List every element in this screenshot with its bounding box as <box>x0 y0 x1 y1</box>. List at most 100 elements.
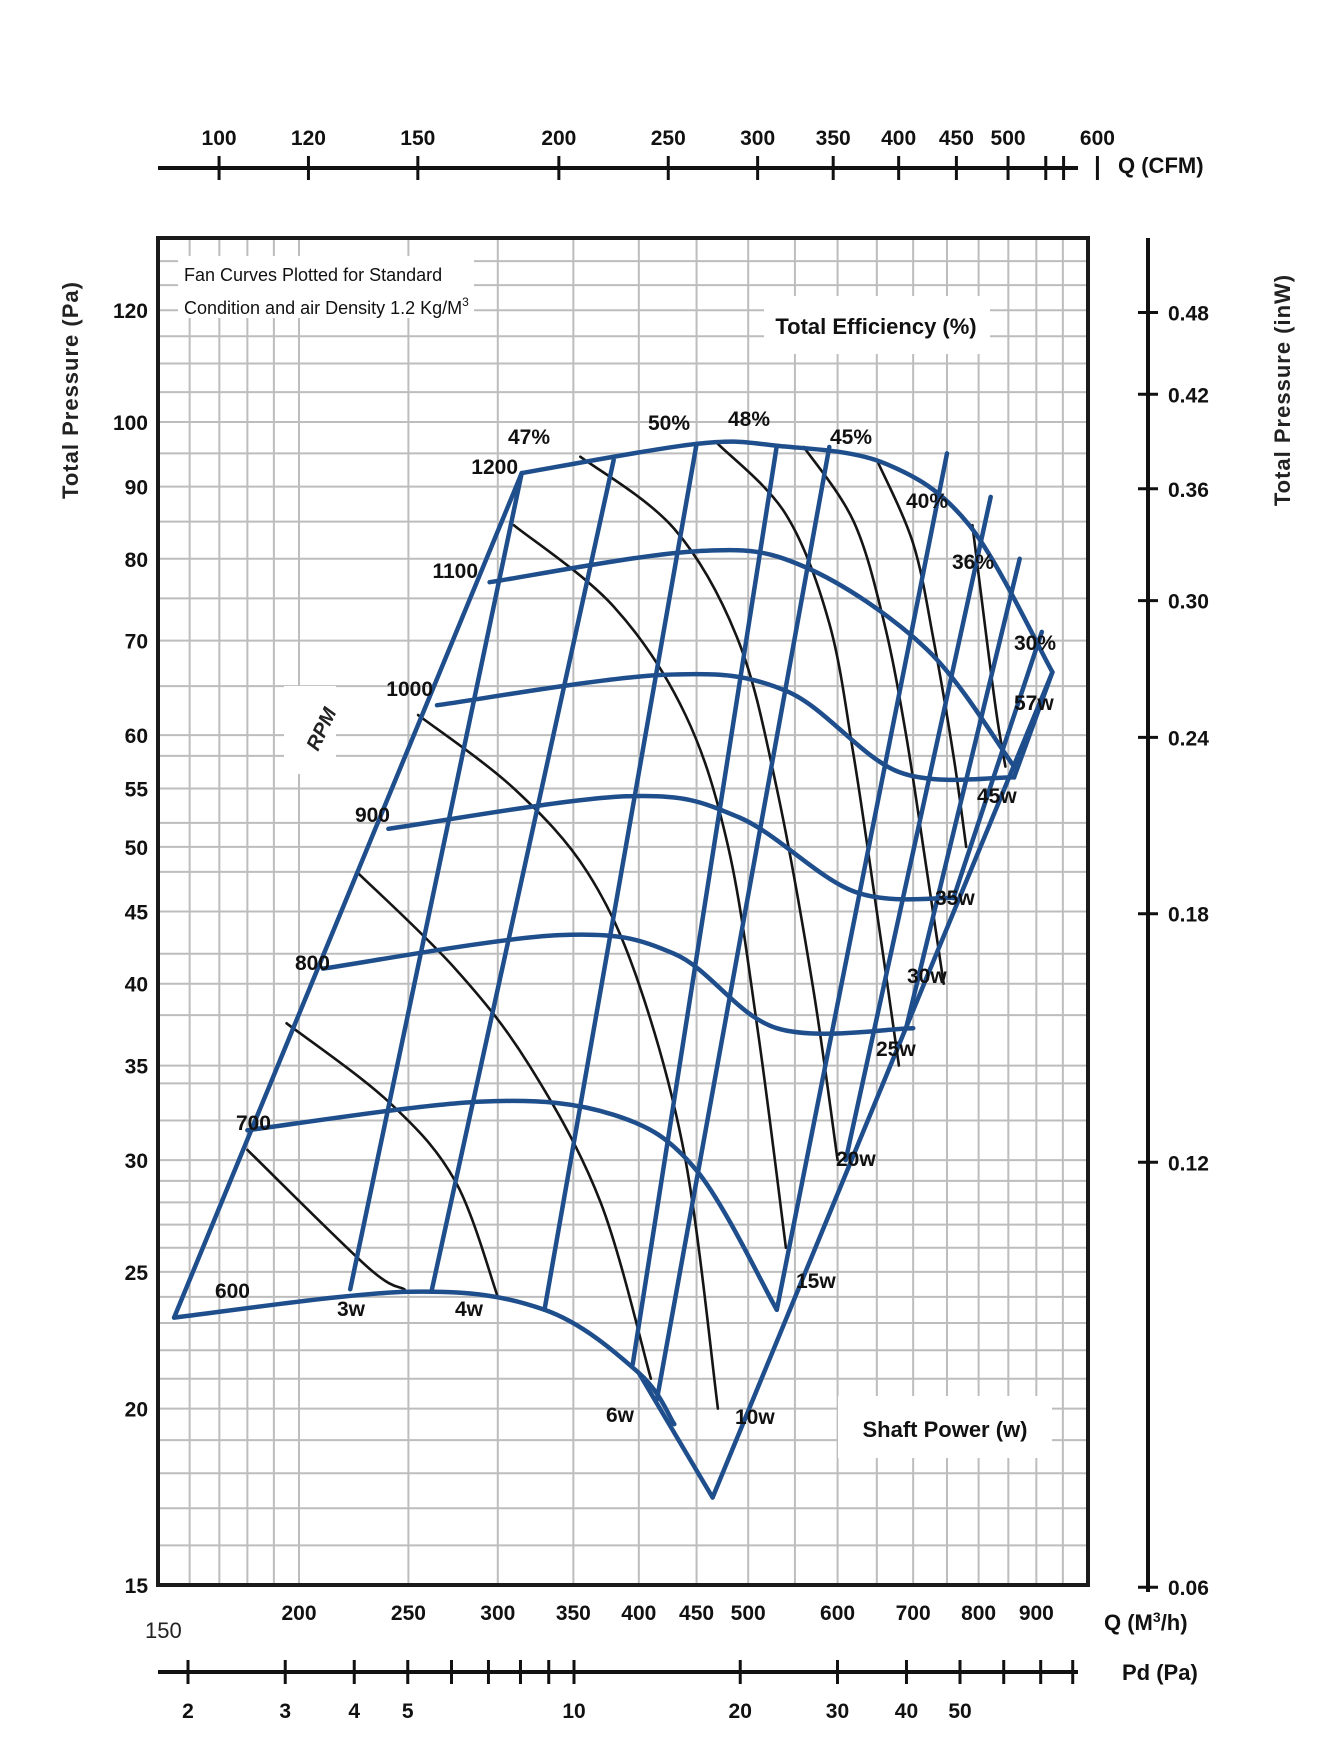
y-left-tick-label: 50 <box>125 837 148 860</box>
y-right-tick-label: 0.42 <box>1168 384 1209 407</box>
x-primary-tick-label: 600 <box>820 1602 855 1625</box>
note-box <box>178 256 474 318</box>
x-primary-tick-label: 350 <box>556 1602 591 1625</box>
power-label: 25w <box>876 1038 916 1061</box>
y-right-tick-label: 0.12 <box>1168 1152 1209 1175</box>
efficiency-label: 45% <box>830 426 872 449</box>
x-primary-unit-label: Q (M3/h) <box>1104 1609 1188 1635</box>
power-line-10w <box>654 444 832 1402</box>
rpm-label-900: 900 <box>355 804 390 827</box>
x-primary-tick-label: 200 <box>282 1602 317 1625</box>
y-left-tick-label: 70 <box>125 631 148 654</box>
power-label: 30w <box>907 965 947 988</box>
plot-frame <box>156 236 1090 1587</box>
efficiency-label: 47% <box>508 426 550 449</box>
y-left-tick-label: 100 <box>113 412 148 435</box>
x-top-tick-label: 450 <box>939 127 974 150</box>
power-label: 4w <box>455 1298 484 1321</box>
x-top-tick-label: 120 <box>291 127 326 150</box>
x-top-tick-label: 150 <box>400 127 435 150</box>
rpm-curve-1200 <box>519 439 1055 675</box>
x-primary-tick-label: 800 <box>961 1602 996 1625</box>
efficiency-curve <box>875 458 968 849</box>
x-top-tick-label: 300 <box>740 127 775 150</box>
y-left-tick-label: 45 <box>125 902 149 925</box>
rpm-curve-800 <box>320 932 916 1036</box>
x-bottom-tick-label: 4 <box>348 1700 360 1723</box>
x-bottom-unit-label: Pd (Pa) <box>1122 1660 1198 1685</box>
y-right-tick-label: 0.48 <box>1168 302 1209 325</box>
x-top-tick-label: 250 <box>651 127 686 150</box>
y-left-tick-label: 40 <box>125 974 148 997</box>
efficiency-label: 50% <box>648 412 690 435</box>
efficiency-curve <box>579 455 839 1162</box>
x-bottom-tick-label: 40 <box>895 1700 918 1723</box>
rpm-curve-900 <box>386 793 956 902</box>
rpm-label-1000: 1000 <box>386 678 433 701</box>
rpm-label-800: 800 <box>295 952 330 975</box>
power-label: 57w <box>1014 692 1054 715</box>
power-label: 35w <box>935 887 975 910</box>
power-line-6w <box>630 443 780 1367</box>
efficiency-title-box <box>764 296 990 354</box>
x-bottom-tick-label: 10 <box>562 1700 585 1723</box>
y-right-tick-label: 0.18 <box>1168 904 1209 927</box>
efficiency-curve <box>285 1022 500 1299</box>
rpm-label-1100: 1100 <box>432 560 478 583</box>
power-label: 10w <box>735 1406 775 1429</box>
chart-note-line-1: Fan Curves Plotted for Standard <box>184 265 442 285</box>
power-line-35w <box>1011 669 1055 780</box>
efficiency-curve <box>716 442 901 1067</box>
y-right-tick-label: 0.36 <box>1168 479 1209 502</box>
x-primary-tick-label: 250 <box>391 1602 426 1625</box>
rpm-curve-600 <box>171 1289 677 1427</box>
power-line-4w <box>429 457 616 1295</box>
efficiency-label: 48% <box>728 408 770 431</box>
right-envelope <box>710 669 1055 1500</box>
power-title-box <box>838 1396 1052 1458</box>
power-label: 6w <box>606 1404 635 1427</box>
x-primary-tick-label: 400 <box>621 1602 656 1625</box>
x-top-tick-label: 500 <box>991 127 1026 150</box>
y-left-tick-label: 90 <box>125 477 148 500</box>
curve-labels: 600 700 800 900 1000 1100 1200 47% 50% 48% 45% 40% 3… <box>215 408 1056 1429</box>
gridlines <box>158 238 1088 1585</box>
efficiency-curves <box>246 442 1007 1410</box>
x-bottom-tick-label: 30 <box>826 1700 849 1723</box>
y-right-tick-label: 0.24 <box>1168 727 1209 750</box>
x-top-tick-label: 600 <box>1080 127 1115 150</box>
x-top-tick-label: 350 <box>816 127 851 150</box>
y-left-tick-label: 80 <box>125 549 148 572</box>
x-primary-tick-label: 700 <box>896 1602 931 1625</box>
power-line-15w <box>774 451 950 1313</box>
x-primary-tick-label: 900 <box>1019 1602 1054 1625</box>
rpm-label-700: 700 <box>236 1112 271 1135</box>
x-primary-tick-label: 450 <box>679 1602 714 1625</box>
x-top-unit-label: Q (CFM) <box>1118 153 1204 178</box>
x-bottom-tick-label: 5 <box>402 1700 414 1723</box>
y-left-tick-label: 35 <box>125 1056 149 1079</box>
power-line-30w <box>951 629 1045 901</box>
efficiency-label: 40% <box>906 490 948 513</box>
efficiency-curve <box>802 445 945 985</box>
y-left-tick-label: 120 <box>113 300 148 323</box>
power-line-20w <box>843 494 993 1163</box>
rpm-curve-700 <box>245 1098 780 1313</box>
power-title: Shaft Power (w) <box>862 1417 1027 1442</box>
y-right-title: Total Pressure (inW) <box>1270 274 1295 506</box>
efficiency-title: Total Efficiency (%) <box>775 314 976 339</box>
x-primary-tick-label: 300 <box>480 1602 515 1625</box>
y-right-tick-label: 0.06 <box>1168 1577 1209 1600</box>
x-primary-tick-label: 500 <box>731 1602 766 1625</box>
left-envelope <box>171 470 524 1320</box>
power-line-5w <box>542 441 699 1313</box>
y-left-tick-label: 20 <box>125 1399 148 1422</box>
efficiency-curve <box>246 1148 406 1291</box>
x-top-tick-label: 100 <box>202 127 237 150</box>
power-label: 45w <box>977 785 1017 808</box>
x-bottom-tick-label: 3 <box>279 1700 291 1723</box>
rpm-label-600: 600 <box>215 1280 250 1303</box>
rpm-label-1200: 1200 <box>471 456 518 479</box>
